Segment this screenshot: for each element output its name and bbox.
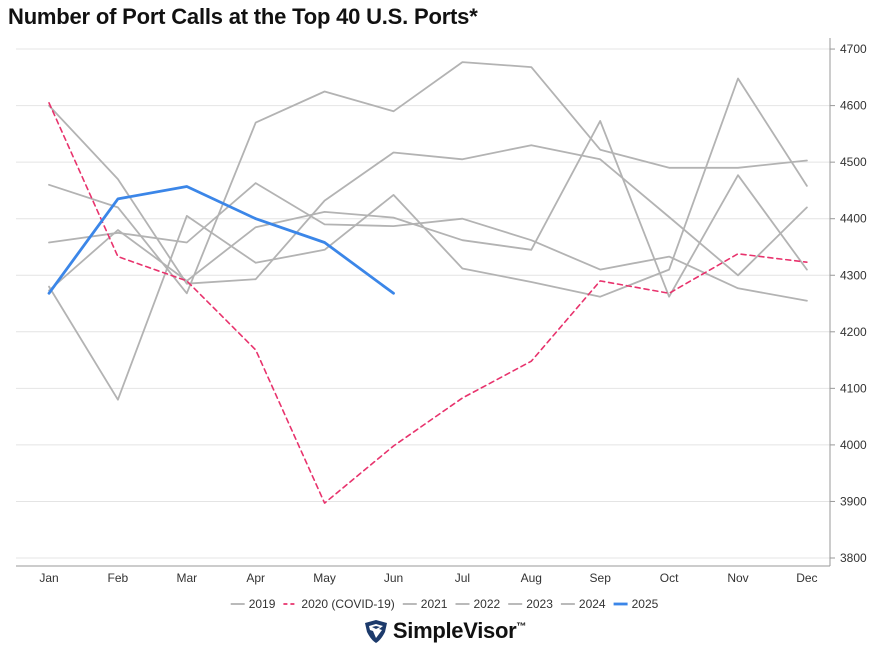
x-tick-label: Jun xyxy=(384,571,403,585)
series-line-2023 xyxy=(48,120,808,298)
x-tick-label: Mar xyxy=(176,571,197,585)
series-line-2024 xyxy=(48,104,808,285)
legend-label[interactable]: 2019 xyxy=(249,597,276,611)
y-tick-label: 4300 xyxy=(840,268,867,282)
x-tick-label: Jan xyxy=(39,571,58,585)
x-tick-label: Nov xyxy=(727,571,748,585)
brand-name: SimpleVisor™ xyxy=(392,618,527,643)
brand-logo: SimpleVisor™ xyxy=(0,618,889,649)
y-tick-label: 4700 xyxy=(840,42,867,56)
legend-label[interactable]: 2025 xyxy=(632,597,659,611)
series-line-2020 xyxy=(48,102,808,504)
series-line-2019 xyxy=(48,61,808,295)
x-tick-label: Apr xyxy=(246,571,265,585)
trademark-symbol: ™ xyxy=(516,621,527,633)
legend-label[interactable]: 2021 xyxy=(421,597,448,611)
axes: 3800 3900 4000 4100 4200 4300 4400 4500 4600 4700… xyxy=(16,38,867,585)
y-tick-label: 4000 xyxy=(840,438,867,452)
series-lines xyxy=(47,61,808,504)
legend-label[interactable]: 2024 xyxy=(579,597,606,611)
y-tick-label: 4500 xyxy=(840,155,867,169)
chart-title: Number of Port Calls at the Top 40 U.S. … xyxy=(8,4,478,29)
y-tick-label: 3800 xyxy=(840,551,867,565)
y-tick-label: 4600 xyxy=(840,99,867,113)
legend-label[interactable]: 2022 xyxy=(473,597,500,611)
x-tick-label: Oct xyxy=(660,571,679,585)
x-tick-label: Dec xyxy=(796,571,817,585)
series-line-2025 xyxy=(47,185,395,295)
x-tick-label: May xyxy=(313,571,336,585)
legend-label[interactable]: 2023 xyxy=(526,597,553,611)
y-tick-label: 4400 xyxy=(840,212,867,226)
legend-label[interactable]: 2020 (COVID-19) xyxy=(301,597,394,611)
x-tick-label: Aug xyxy=(521,571,542,585)
legend[interactable]: 2019 2020 (COVID-19) 2021 2022 2023 2024 2025 xyxy=(230,597,659,611)
x-tick-label: Sep xyxy=(590,571,612,585)
y-tick-label: 4100 xyxy=(840,381,867,395)
series-line-2021 xyxy=(48,182,808,302)
y-tick-label: 3900 xyxy=(840,494,867,508)
x-tick-label: Jul xyxy=(455,571,470,585)
eagle-icon xyxy=(364,620,387,643)
gridlines xyxy=(16,48,830,559)
series-line-2022 xyxy=(48,77,808,401)
x-tick-label: Feb xyxy=(108,571,129,585)
y-tick-label: 4200 xyxy=(840,325,867,339)
